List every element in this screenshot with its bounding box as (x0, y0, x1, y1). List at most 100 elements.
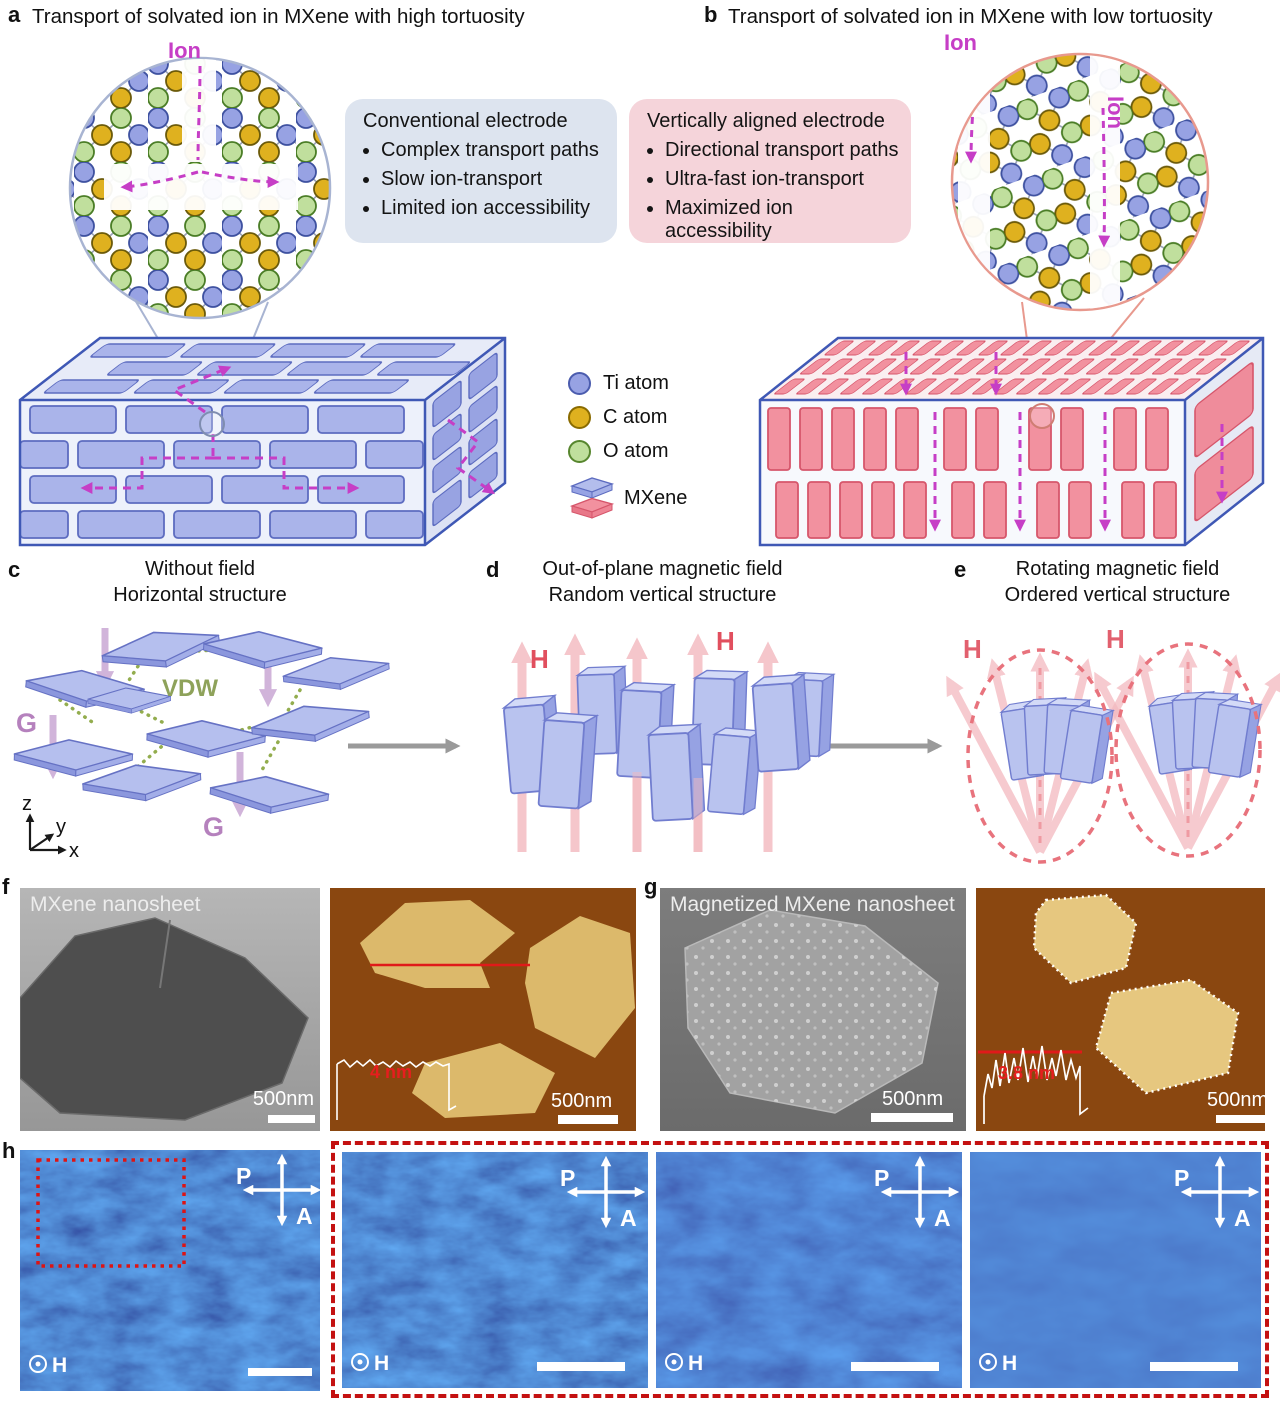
ion-label-b2: Ion (1103, 96, 1128, 129)
thickness-annotation: 3.8 nm (998, 1063, 1056, 1083)
ion-label-b1: Ion (944, 30, 977, 55)
ti-atom-icon (568, 372, 591, 395)
panel-a-magnifier: Ion (68, 38, 332, 417)
polarizer-label: P (236, 1163, 251, 1189)
panel-b-title: Transport of solvated ion in MXene with … (728, 5, 1213, 28)
polarizer-label: P (560, 1165, 575, 1191)
sem-flake-art (20, 888, 320, 1131)
block-b-front-bricks (767, 407, 1177, 539)
panel-a-title: Transport of solvated ion in MXene with … (32, 5, 525, 28)
legend-o: O atom (568, 440, 738, 463)
field-label: H (688, 1352, 703, 1375)
panel-f-afm-image: 4 nm 500nm (330, 888, 636, 1131)
panel-g-letter: g (644, 874, 658, 899)
scale-bar (871, 1113, 953, 1122)
gravity-label-1: G (16, 708, 37, 738)
panel-f-letter: f (2, 874, 10, 899)
field-label: H (52, 1354, 67, 1377)
block-b-vertical-electrode (758, 297, 1265, 547)
legend-c-label: C atom (603, 406, 668, 428)
panel-d-title-line1: Out-of-plane magnetic field (542, 558, 783, 580)
afm-art (976, 888, 1265, 1131)
polarizer-label: P (1174, 1165, 1189, 1191)
field-out-of-plane-icon: H (29, 1354, 67, 1377)
scale-bar (268, 1115, 315, 1123)
scale-bar (558, 1115, 618, 1124)
c-atom-icon (568, 406, 591, 429)
axis-x-label: x (69, 840, 79, 862)
polarizer-label: P (874, 1165, 889, 1191)
field-label-e1: H (963, 634, 982, 664)
rotating-envelope-2 (1114, 642, 1262, 858)
scale-label: 500nm (882, 1088, 944, 1110)
block-a-right-face (425, 337, 505, 545)
panel-e-title-line2: Ordered vertical structure (1004, 584, 1231, 606)
conventional-bullets: Complex transport paths Slow ion-transpo… (359, 139, 607, 220)
sem-caption: MXene nanosheet (30, 893, 201, 916)
pom-image-3: P A H (656, 1152, 962, 1388)
highlight-region-box (331, 1141, 1269, 1398)
axis-z-label: z (22, 793, 32, 815)
scale-bar (1150, 1362, 1238, 1371)
sem-caption: Magnetized MXene nanosheet (670, 893, 955, 916)
bullet-item: Complex transport paths (381, 139, 607, 162)
scale-label: 500nm (1207, 1089, 1265, 1111)
panel-e-title: Rotating magnetic field Ordered vertical… (965, 556, 1270, 608)
horizontal-platelets (12, 622, 392, 819)
block-a-outline (18, 336, 507, 547)
block-a-horizontal-electrode (18, 336, 507, 547)
vertical-platelets-d (502, 665, 835, 822)
scale-label: 500nm (252, 1088, 314, 1110)
rotating-envelope-1 (966, 648, 1114, 864)
panel-d-title-line2: Random vertical structure (548, 584, 777, 606)
field-label-d2: H (716, 626, 735, 656)
analyzer-label: A (296, 1203, 313, 1229)
legend-mxene-label: MXene (624, 486, 688, 509)
field-label: H (374, 1352, 389, 1375)
ion-path-b (965, 77, 1111, 248)
pom-image-1: P A H (20, 1150, 320, 1391)
block-a-zoom-spot (199, 411, 225, 437)
pom-image-2: P A H (342, 1152, 648, 1388)
ion-label-a: Ion (168, 38, 201, 63)
panel-e-diagram: H H (946, 624, 1280, 864)
scale-bar (248, 1368, 312, 1376)
mxene-flake (20, 917, 309, 1121)
analyzer-label: A (1234, 1205, 1251, 1231)
panel-f-sem-image: MXene nanosheet 500nm (20, 888, 320, 1131)
legend-o-label: O atom (603, 440, 669, 462)
panel-b-letter: b (704, 2, 718, 27)
vdw-label: VDW (162, 675, 218, 702)
analyzer-label: A (934, 1205, 951, 1231)
scale-bar (1216, 1115, 1265, 1123)
scale-label: 500nm (551, 1090, 613, 1112)
bullet-item: Slow ion-transport (381, 168, 607, 191)
gravity-label-2: G (203, 812, 224, 842)
field-label: H (1002, 1352, 1017, 1375)
panel-g-afm-image: 3.8 nm 500nm (976, 888, 1265, 1131)
block-b-ion-arrows (900, 352, 1228, 532)
scale-bar (851, 1362, 939, 1371)
aligned-electrode-callout: Vertically aligned electrode Directional… (629, 99, 911, 243)
legend-c: C atom (568, 406, 738, 429)
panel-b-magnifier: Ion Ion (944, 30, 1210, 312)
afm-flakes (1032, 893, 1240, 1095)
conventional-title: Conventional electrode (363, 110, 568, 132)
field-label-d1: H (530, 644, 549, 674)
zoom-region-annotation (36, 1158, 186, 1268)
pom-image-4: P A H (970, 1152, 1261, 1388)
panel-a-letter: a (8, 2, 21, 27)
height-profile-trace (983, 1045, 1089, 1124)
bullet-item: Limited ion accessibility (381, 197, 607, 220)
block-a-ion-arrows (80, 365, 495, 495)
bullet-item: Ultra-fast ion-transport (665, 168, 901, 191)
afm-art (330, 888, 636, 1131)
height-profile-trace (336, 1058, 457, 1120)
axis-indicator: z y x (22, 793, 79, 862)
o-atom-icon (568, 440, 591, 463)
polarizer-analyzer-crosshair (1180, 1155, 1260, 1229)
polarizer-analyzer-crosshair (242, 1153, 320, 1227)
analyzer-label: A (620, 1205, 637, 1231)
schematic-artwork: Ion (12, 30, 1280, 864)
legend-ti: Ti atom (568, 372, 738, 395)
